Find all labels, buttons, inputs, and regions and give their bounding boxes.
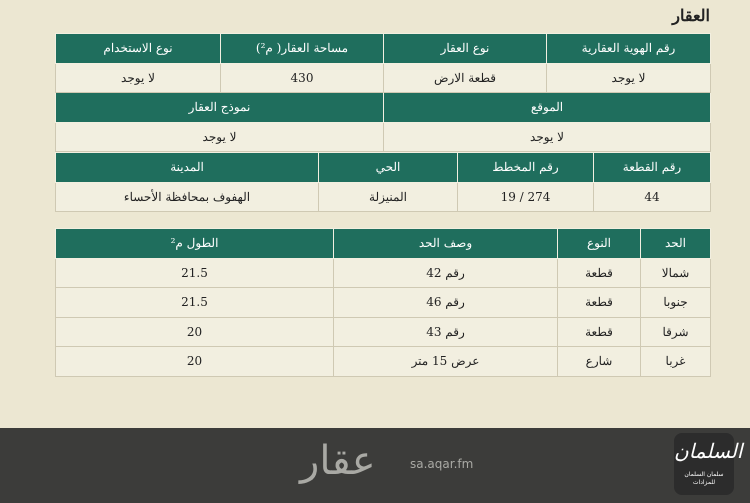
- header-id: رقم الهوية العقارية: [546, 33, 711, 64]
- value-location: لا يوجد: [383, 121, 711, 152]
- cell: قطعة: [557, 257, 641, 288]
- cell: رقم 43: [333, 316, 558, 347]
- cell: شرقا: [640, 316, 711, 347]
- header-plan: رقم المخطط: [457, 152, 594, 183]
- header-location: الموقع: [383, 92, 711, 123]
- cell: 21.5: [55, 287, 334, 318]
- header-usage: نوع الاستخدام: [55, 33, 221, 64]
- watermark-url: sa.aqar.fm: [410, 457, 474, 471]
- header-area: مساحة العقار( م²): [220, 33, 384, 64]
- value-type: قطعة الارض: [383, 62, 547, 93]
- location-table: رقم القطعة رقم المخطط الحي المدينة 44 27…: [55, 152, 711, 212]
- header-district: الحي: [318, 152, 458, 183]
- header-length: الطول م²: [55, 228, 334, 259]
- watermark-logo: عقار: [300, 438, 376, 484]
- value-usage: لا يوجد: [55, 62, 221, 93]
- value-model: لا يوجد: [55, 121, 384, 152]
- value-city: الهفوف بمحافظة الأحساء: [55, 181, 319, 212]
- section-title: العقار: [672, 6, 710, 25]
- cell: غربا: [640, 346, 711, 377]
- header-row: رقم الهوية العقارية نوع العقار مساحة الع…: [55, 33, 711, 64]
- header-plot: رقم القطعة: [593, 152, 711, 183]
- value-row: لا يوجد قطعة الارض 430 لا يوجد: [55, 62, 711, 93]
- brand-name: سلمان السلمان للمزادات: [684, 471, 724, 486]
- header-description: وصف الحد: [333, 228, 558, 259]
- property-table: رقم الهوية العقارية نوع العقار مساحة الع…: [55, 33, 711, 152]
- cell: عرض 15 متر: [333, 346, 558, 377]
- cell: قطعة: [557, 316, 641, 347]
- table-row: شمالا قطعة رقم 42 21.5: [55, 257, 711, 288]
- header-row: الموقع نموذج العقار: [55, 92, 711, 123]
- header-row: رقم القطعة رقم المخطط الحي المدينة: [55, 152, 711, 183]
- brand-calligraphy: السلمان: [674, 439, 743, 463]
- value-row: لا يوجد لا يوجد: [55, 121, 711, 152]
- cell: 20: [55, 316, 334, 347]
- header-kind: النوع: [557, 228, 641, 259]
- cell: قطعة: [557, 287, 641, 318]
- header-type: نوع العقار: [383, 33, 547, 64]
- value-id: لا يوجد: [546, 62, 711, 93]
- value-plot: 44: [593, 181, 711, 212]
- header-model: نموذج العقار: [55, 92, 384, 123]
- value-area: 430: [220, 62, 384, 93]
- footer-band: [0, 428, 750, 503]
- cell: 21.5: [55, 257, 334, 288]
- cell: 20: [55, 346, 334, 377]
- cell: رقم 42: [333, 257, 558, 288]
- value-plan: 274 / 19: [457, 181, 594, 212]
- table-row: جنوبا قطعة رقم 46 21.5: [55, 287, 711, 318]
- value-row: 44 274 / 19 المنيزلة الهفوف بمحافظة الأح…: [55, 181, 711, 212]
- table-row: غربا شارع عرض 15 متر 20: [55, 346, 711, 377]
- header-row: الحد النوع وصف الحد الطول م²: [55, 228, 711, 259]
- boundaries-table: الحد النوع وصف الحد الطول م² شمالا قطعة رق…: [55, 228, 711, 377]
- value-district: المنيزلة: [318, 181, 458, 212]
- cell: رقم 46: [333, 287, 558, 318]
- header-city: المدينة: [55, 152, 319, 183]
- table-row: شرقا قطعة رقم 43 20: [55, 316, 711, 347]
- cell: جنوبا: [640, 287, 711, 318]
- cell: شمالا: [640, 257, 711, 288]
- header-boundary: الحد: [640, 228, 711, 259]
- brand-logo: السلمان سلمان السلمان للمزادات: [674, 433, 743, 495]
- cell: شارع: [557, 346, 641, 377]
